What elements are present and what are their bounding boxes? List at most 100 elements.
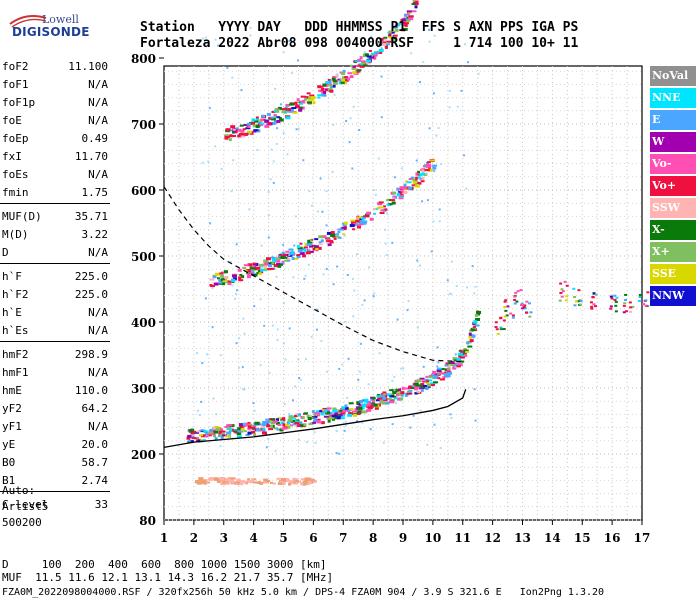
echo-point — [394, 388, 399, 392]
echo-point — [186, 436, 191, 440]
echo-point — [269, 418, 273, 421]
echo-point — [342, 449, 345, 452]
echo-point — [205, 36, 208, 39]
echo-point — [269, 424, 273, 428]
echo-point — [347, 410, 351, 413]
echo-point — [245, 269, 251, 273]
echo-point — [251, 121, 256, 125]
echo-point — [220, 436, 224, 440]
echo-point — [378, 42, 383, 45]
echo-point — [285, 116, 291, 120]
echo-point — [350, 221, 356, 225]
echo-point — [351, 65, 356, 68]
echo-point — [218, 280, 224, 283]
x-tick-label: 6 — [309, 531, 317, 545]
echo-point — [307, 248, 310, 251]
echo-point — [290, 417, 296, 420]
echo-point — [392, 391, 397, 395]
echo-point — [227, 424, 233, 427]
echo-point — [301, 416, 305, 420]
echo-point — [275, 142, 278, 145]
echo-point — [303, 412, 308, 415]
echo-point — [335, 414, 341, 418]
echo-point — [393, 26, 397, 29]
echo-point — [196, 481, 202, 485]
echo-point — [638, 293, 642, 296]
echo-point — [464, 353, 468, 357]
echo-point — [414, 379, 418, 382]
muf-curve — [163, 186, 463, 363]
echo-point — [283, 427, 288, 430]
echo-point — [364, 53, 368, 57]
echo-point — [448, 292, 451, 295]
echo-point — [579, 299, 583, 302]
echo-point — [360, 407, 365, 410]
parameter-row: foE N/A — [0, 112, 114, 130]
echo-point — [622, 304, 626, 307]
echo-point — [346, 396, 349, 399]
echo-point — [318, 242, 323, 245]
echo-point — [344, 424, 347, 427]
echo-point — [386, 199, 390, 202]
echo-point — [381, 42, 387, 46]
echo-point — [305, 477, 311, 481]
echo-point — [265, 418, 270, 421]
legend-item: W — [650, 132, 696, 152]
echo-point — [437, 367, 441, 370]
echo-point — [428, 379, 433, 382]
echo-point — [320, 85, 324, 88]
echo-point — [412, 179, 417, 182]
echo-point — [525, 311, 529, 314]
echo-point — [256, 148, 259, 151]
echo-point — [471, 334, 476, 338]
echo-point — [271, 121, 276, 125]
echo-point — [400, 367, 403, 370]
echo-point — [456, 105, 459, 108]
echo-point — [415, 172, 419, 175]
echo-point — [231, 135, 237, 138]
echo-point — [352, 228, 356, 231]
muf-row: MUF 11.5 11.6 12.1 13.1 14.3 16.2 21.7 3… — [2, 571, 334, 584]
echo-point — [241, 480, 247, 484]
echo-point — [382, 391, 387, 394]
echo-point — [286, 257, 291, 260]
y-tick-label: 700 — [131, 118, 156, 132]
echo-point — [275, 257, 281, 260]
echo-point — [416, 259, 419, 262]
echo-point — [219, 477, 225, 481]
echo-point — [391, 423, 394, 426]
echo-point — [373, 292, 376, 295]
echo-point — [373, 189, 376, 192]
echo-point — [288, 40, 291, 43]
echo-point — [325, 81, 331, 85]
echo-point — [325, 190, 328, 193]
echo-point — [414, 0, 419, 4]
echo-point — [320, 340, 323, 343]
echo-point — [364, 402, 367, 405]
echo-point — [374, 406, 379, 410]
echo-point — [377, 157, 380, 160]
echo-point — [336, 73, 339, 76]
echo-point — [339, 413, 343, 417]
echo-point — [335, 451, 338, 454]
echo-point — [220, 274, 225, 278]
echo-point — [314, 246, 318, 249]
echo-point — [235, 292, 238, 295]
echo-point — [209, 478, 214, 481]
echo-point — [406, 181, 412, 184]
echo-point — [368, 49, 372, 52]
echo-point — [258, 119, 262, 123]
echo-point — [389, 395, 395, 398]
parameter-row: D N/A — [0, 244, 114, 262]
parameter-name: h`F — [2, 270, 22, 283]
echo-point — [328, 416, 333, 420]
echo-point — [191, 437, 197, 440]
echo-point — [416, 326, 419, 329]
echo-point — [310, 335, 313, 338]
echo-point — [411, 3, 416, 6]
x-tick-label: 10 — [425, 531, 442, 545]
echo-point — [271, 258, 277, 262]
echo-point — [400, 393, 404, 397]
echo-point — [295, 419, 300, 422]
echo-point — [423, 384, 429, 387]
